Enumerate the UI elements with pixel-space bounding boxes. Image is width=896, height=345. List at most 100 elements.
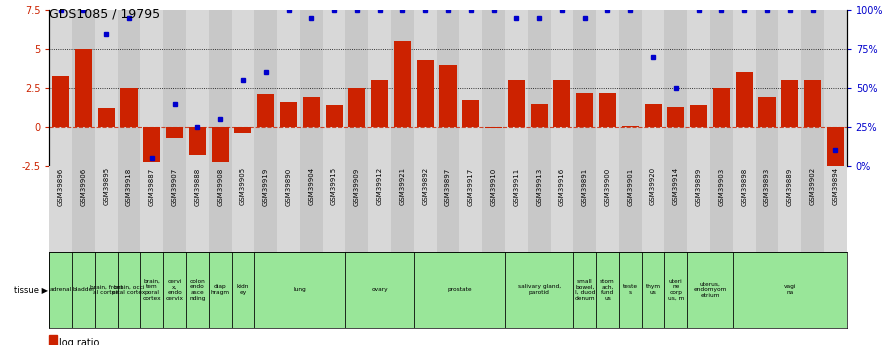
Text: GSM39908: GSM39908 bbox=[217, 167, 223, 206]
Bar bbox=[95, 10, 117, 166]
Bar bbox=[117, 10, 141, 166]
Text: GSM39903: GSM39903 bbox=[719, 167, 724, 206]
Bar bbox=[687, 252, 733, 328]
Bar bbox=[49, 10, 72, 166]
Text: thym
us: thym us bbox=[645, 284, 660, 295]
Text: GSM39890: GSM39890 bbox=[286, 167, 291, 206]
Text: salivary gland,
parotid: salivary gland, parotid bbox=[518, 284, 561, 295]
Bar bbox=[209, 10, 231, 166]
Bar bbox=[528, 166, 550, 252]
Bar bbox=[485, 127, 502, 128]
Text: GSM39902: GSM39902 bbox=[810, 167, 815, 206]
Text: GSM39887: GSM39887 bbox=[149, 167, 155, 206]
Bar bbox=[95, 166, 117, 252]
Bar bbox=[824, 10, 847, 166]
Bar bbox=[827, 127, 844, 166]
Text: GSM39917: GSM39917 bbox=[468, 167, 474, 206]
Bar bbox=[141, 166, 163, 252]
Bar bbox=[75, 49, 92, 127]
Bar bbox=[710, 10, 733, 166]
Text: tissue ▶: tissue ▶ bbox=[14, 285, 48, 294]
Text: GSM39907: GSM39907 bbox=[172, 167, 177, 206]
Bar bbox=[257, 94, 274, 127]
Bar bbox=[644, 104, 661, 127]
Bar bbox=[801, 166, 824, 252]
Bar bbox=[186, 252, 209, 328]
Bar bbox=[277, 166, 300, 252]
Text: small
bowel,
I, duod
denum: small bowel, I, duod denum bbox=[574, 279, 595, 301]
Bar bbox=[49, 252, 72, 328]
Bar bbox=[505, 166, 528, 252]
Text: GSM39905: GSM39905 bbox=[240, 167, 246, 206]
Bar bbox=[414, 10, 436, 166]
Bar bbox=[596, 252, 619, 328]
Bar bbox=[690, 105, 707, 127]
Bar bbox=[668, 107, 685, 127]
Bar bbox=[439, 65, 457, 127]
Bar bbox=[163, 166, 186, 252]
Bar bbox=[550, 10, 573, 166]
Bar bbox=[482, 166, 505, 252]
Bar bbox=[554, 80, 571, 127]
Bar bbox=[505, 10, 528, 166]
Bar bbox=[394, 41, 411, 127]
Text: GSM39898: GSM39898 bbox=[741, 167, 747, 206]
Text: GSM39919: GSM39919 bbox=[263, 167, 269, 206]
Bar bbox=[231, 10, 254, 166]
Bar bbox=[804, 80, 821, 127]
Bar bbox=[758, 97, 776, 127]
Bar bbox=[576, 92, 593, 127]
Bar bbox=[599, 92, 616, 127]
Text: GSM39914: GSM39914 bbox=[673, 167, 679, 206]
Bar bbox=[733, 10, 755, 166]
Bar bbox=[303, 97, 320, 127]
Bar bbox=[323, 166, 346, 252]
Bar bbox=[254, 166, 277, 252]
Bar bbox=[573, 10, 596, 166]
Text: bladder: bladder bbox=[73, 287, 95, 292]
Bar bbox=[186, 166, 209, 252]
Bar bbox=[755, 166, 779, 252]
Bar bbox=[436, 10, 460, 166]
Bar bbox=[209, 166, 231, 252]
Text: log ratio: log ratio bbox=[59, 338, 99, 345]
Bar bbox=[72, 252, 95, 328]
Bar bbox=[163, 10, 186, 166]
Bar bbox=[371, 80, 388, 127]
Bar bbox=[781, 80, 798, 127]
Bar bbox=[254, 10, 277, 166]
Bar bbox=[323, 10, 346, 166]
Text: GSM39892: GSM39892 bbox=[422, 167, 428, 206]
Bar bbox=[665, 252, 687, 328]
Text: GSM39916: GSM39916 bbox=[559, 167, 564, 206]
Bar bbox=[622, 126, 639, 127]
Bar bbox=[300, 10, 323, 166]
Text: GSM39893: GSM39893 bbox=[764, 167, 770, 206]
Bar bbox=[619, 252, 642, 328]
Bar bbox=[736, 72, 753, 127]
Bar bbox=[141, 10, 163, 166]
Bar bbox=[186, 10, 209, 166]
Text: GSM39900: GSM39900 bbox=[605, 167, 610, 206]
Bar bbox=[436, 166, 460, 252]
Bar bbox=[619, 166, 642, 252]
Bar bbox=[733, 252, 847, 328]
Text: GSM39909: GSM39909 bbox=[354, 167, 360, 206]
Bar bbox=[117, 252, 141, 328]
Text: GSM39911: GSM39911 bbox=[513, 167, 520, 206]
Bar bbox=[120, 88, 138, 127]
Bar bbox=[209, 252, 231, 328]
Text: teste
s: teste s bbox=[623, 284, 638, 295]
Bar bbox=[346, 10, 368, 166]
Text: cervi
x,
endo
cervix: cervi x, endo cervix bbox=[166, 279, 184, 301]
Bar bbox=[98, 108, 115, 127]
Text: GSM39906: GSM39906 bbox=[81, 167, 86, 206]
Text: GSM39915: GSM39915 bbox=[332, 167, 337, 206]
Text: brain,
tem
poral
cortex: brain, tem poral cortex bbox=[142, 279, 161, 301]
Bar bbox=[687, 166, 710, 252]
Bar bbox=[349, 88, 366, 127]
Text: GSM39891: GSM39891 bbox=[582, 167, 588, 206]
Text: GSM39894: GSM39894 bbox=[832, 167, 839, 206]
Text: colon
endo
asce
nding: colon endo asce nding bbox=[189, 279, 205, 301]
Bar bbox=[49, 335, 57, 345]
